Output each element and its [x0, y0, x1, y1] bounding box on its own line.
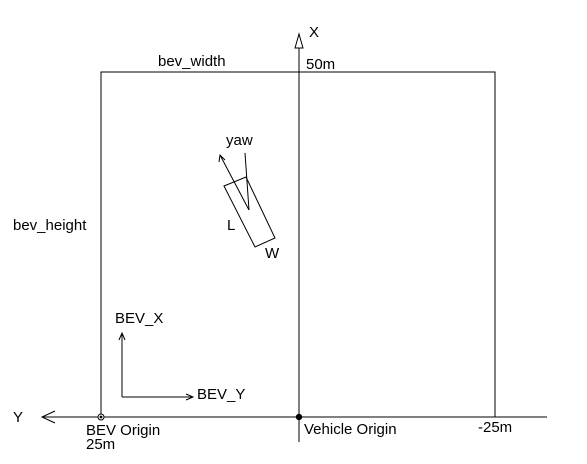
x-axis-arrowhead	[294, 32, 304, 49]
bev-origin-marker-dot	[99, 415, 103, 419]
bev-y-label: BEV_Y	[197, 386, 245, 403]
heading-line	[219, 154, 250, 211]
bev-origin-label: BEV Origin	[86, 422, 160, 439]
bev-area-rectangle	[100, 71, 496, 418]
bev-height-label: bev_height	[13, 217, 87, 234]
bev-x-arrowhead	[118, 331, 126, 341]
bev-y-arrowhead	[185, 393, 195, 401]
vehicle-origin-marker	[295, 413, 303, 421]
yaw-label: yaw	[226, 132, 253, 149]
object-bounding-box	[223, 176, 276, 248]
width-label: W	[265, 245, 280, 262]
top-range-label: 50m	[306, 56, 335, 73]
right-range-label: -25m	[478, 419, 512, 436]
bev-x-label: BEV_X	[115, 310, 163, 327]
length-label: L	[227, 217, 235, 234]
bev-origin-range-label: 25m	[86, 436, 115, 453]
vehicle-origin-label: Vehicle Origin	[304, 421, 397, 438]
y-axis-label: Y	[13, 409, 23, 426]
y-axis-arrowhead	[40, 410, 56, 424]
bev-width-label: bev_width	[158, 53, 226, 70]
yaw-angle-line	[244, 152, 250, 211]
x-axis-label: X	[309, 24, 319, 41]
heading-arrowhead	[218, 153, 226, 163]
